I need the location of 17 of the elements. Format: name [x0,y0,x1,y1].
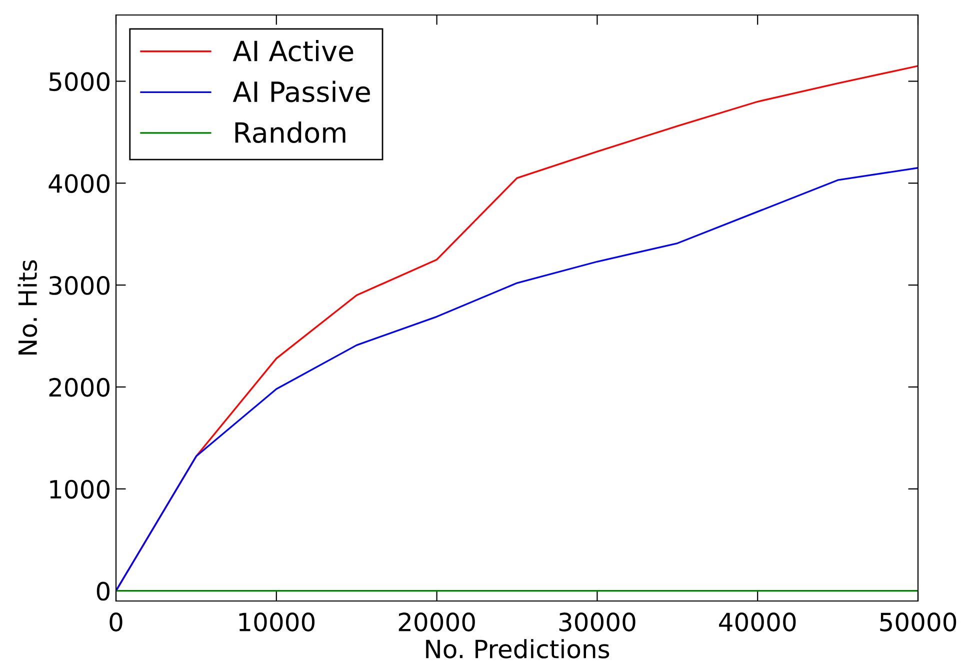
x-tick-label: 40000 [719,612,796,632]
y-tick-label: 1000 [50,480,110,499]
legend-label: AI Active [232,40,354,62]
y-tick-label: 4000 [48,174,110,194]
x-axis-title: No. Predictions [426,639,610,658]
y-tick-label: 2000 [49,378,110,397]
x-tick-label: 10000 [239,612,315,632]
y-tick-label: 3000 [49,276,110,295]
x-tick-label: 0 [110,612,122,632]
x-tick-label: 30000 [559,612,636,632]
legend-label: AI Passive [232,80,370,102]
y-tick-label: 5000 [49,72,110,92]
x-tick-label: 50000 [880,612,956,632]
y-axis-title: No. Hits [18,260,38,355]
legend-label: Random [235,122,346,144]
y-tick-label: 0 [96,582,110,601]
x-tick-label: 20000 [398,612,475,632]
